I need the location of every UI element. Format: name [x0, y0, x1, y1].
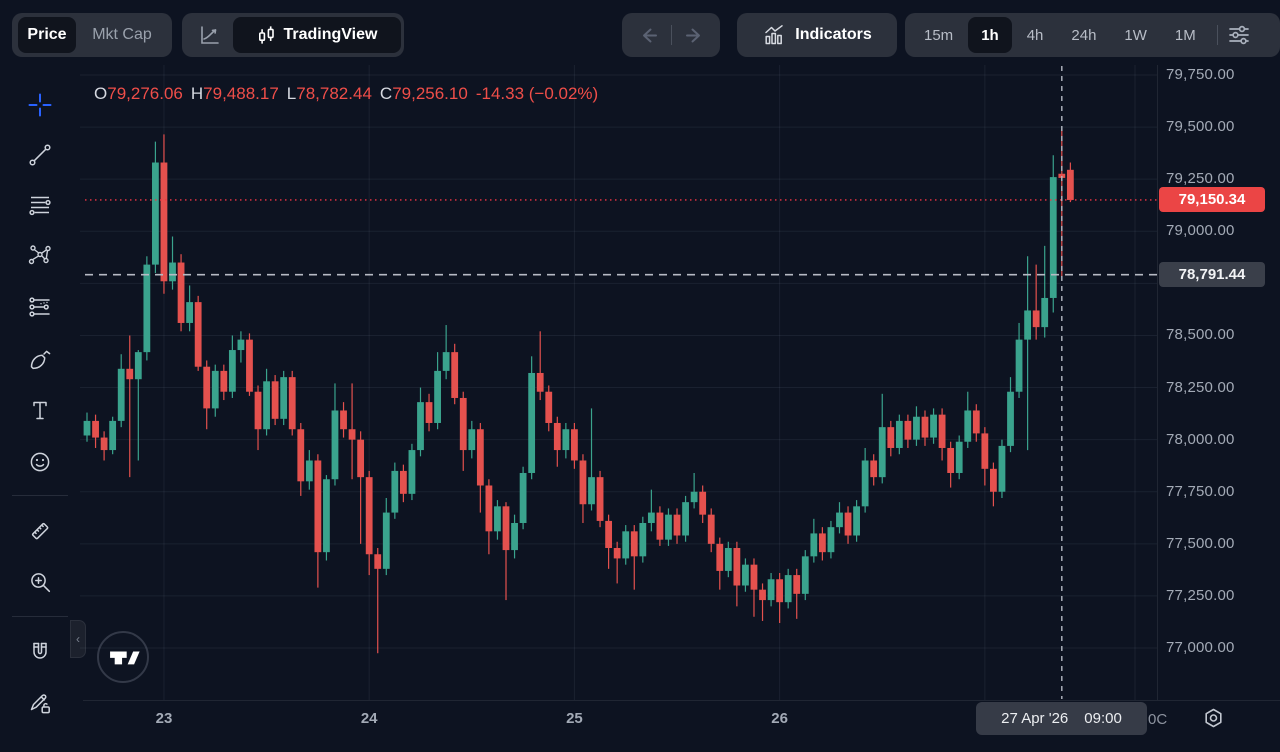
time-tick-label: 24 — [360, 710, 378, 727]
badge-time: 09:00 — [1084, 710, 1122, 727]
tab-price[interactable]: Price — [18, 17, 76, 53]
price-tick-label: 78,000.00 — [1166, 430, 1235, 448]
price-tick-label: 79,250.00 — [1166, 170, 1235, 188]
history-nav — [622, 13, 720, 57]
mktcap-tab-label: Mkt Cap — [92, 26, 152, 43]
timeframe-1M[interactable]: 1M — [1174, 26, 1196, 44]
timeframe-24h[interactable]: 24h — [1071, 26, 1097, 44]
fib-retracement-tool[interactable] — [27, 192, 53, 218]
price-tick-label: 78,500.00 — [1166, 326, 1235, 344]
forward-arrow-button[interactable] — [682, 24, 705, 47]
price-axis-separator — [1157, 65, 1158, 700]
timeframe-divider — [1216, 25, 1218, 45]
chart-source-switcher: TradingView — [182, 13, 404, 57]
low-value: 78,782.44 — [296, 84, 372, 103]
high-label: H — [190, 84, 204, 103]
timeframe-switcher: 15m 1h 4h 24h 1W 1M — [905, 13, 1280, 57]
price-tick-label: 77,750.00 — [1166, 482, 1235, 500]
sidebar-divider — [12, 495, 68, 496]
close-label: C — [379, 84, 393, 103]
drawing-lock-tool[interactable] — [27, 690, 53, 716]
back-arrow-button[interactable] — [638, 24, 661, 47]
line-chart-icon — [197, 23, 221, 47]
price-tick-label: 77,000.00 — [1166, 639, 1235, 657]
time-tick-label: 25 — [566, 710, 583, 727]
text-tool[interactable] — [27, 397, 53, 423]
tab-tradingview[interactable]: TradingView — [233, 17, 401, 53]
magnet-tool[interactable] — [27, 639, 53, 665]
tradingview-logo-icon — [110, 651, 140, 665]
price-mktcap-switcher: Price Mkt Cap — [12, 13, 172, 57]
history-divider — [670, 25, 672, 45]
time-tick-label: 23 — [155, 710, 173, 727]
sidebar-divider — [12, 616, 68, 617]
tradingview-watermark — [97, 631, 149, 683]
low-label: L — [286, 84, 297, 103]
last-price-badge: 79,150.34 — [1159, 187, 1265, 213]
ohlc-legend: O79,276.06 H79,488.17 L78,782.44 C79,256… — [94, 84, 598, 104]
chart-settings-sliders-button[interactable] — [1226, 22, 1252, 48]
clipped-axis-label: 0C — [1148, 711, 1168, 728]
price-tick-label: 79,000.00 — [1166, 222, 1235, 240]
tradingview-tab-label: TradingView — [283, 26, 378, 43]
chevron-left-icon: ‹ — [76, 632, 80, 646]
axis-settings-gear-button[interactable] — [1200, 705, 1227, 732]
crosshair-tool[interactable] — [27, 92, 53, 118]
change-value: -14.33 (−0.02%) — [475, 84, 599, 103]
high-value: 79,488.17 — [203, 84, 279, 103]
candlestick-icon — [257, 25, 276, 46]
price-tick-label: 77,500.00 — [1166, 534, 1235, 552]
open-value: 79,276.06 — [107, 84, 183, 103]
sidebar-collapse-handle[interactable]: ‹ — [70, 620, 86, 658]
trend-line-tool[interactable] — [27, 142, 53, 168]
long-position-tool[interactable] — [27, 294, 53, 320]
timeframe-1h[interactable]: 1h — [968, 17, 1012, 53]
line-chart-toggle[interactable] — [185, 17, 233, 53]
price-tab-label: Price — [27, 26, 67, 43]
time-axis-separator — [83, 700, 1280, 701]
emoji-tool[interactable] — [27, 449, 53, 475]
open-label: O — [94, 84, 108, 103]
timeframe-1W[interactable]: 1W — [1124, 26, 1147, 44]
zoom-in-tool[interactable] — [27, 569, 53, 595]
time-tick-label: 26 — [771, 710, 788, 727]
indicators-label: Indicators — [795, 26, 872, 43]
brush-tool[interactable] — [27, 345, 53, 371]
level-price-badge: 78,791.44 — [1159, 262, 1265, 288]
timeframe-15m[interactable]: 15m — [924, 26, 954, 44]
xabcd-pattern-tool[interactable] — [27, 242, 53, 268]
close-value: 79,256.10 — [392, 84, 468, 103]
indicators-icon — [762, 23, 786, 47]
price-tick-label: 79,500.00 — [1166, 118, 1235, 136]
crosshair-time-badge: 27 Apr '26 09:00 — [976, 702, 1147, 735]
price-tick-label: 77,250.00 — [1166, 586, 1235, 604]
timeframe-4h[interactable]: 4h — [1026, 26, 1044, 44]
ruler-tool[interactable] — [27, 518, 53, 544]
gridlines-layer — [80, 65, 1157, 700]
tab-mkt-cap[interactable]: Mkt Cap — [76, 17, 168, 53]
price-tick-label: 78,250.00 — [1166, 378, 1235, 396]
indicators-button[interactable]: Indicators — [737, 13, 897, 57]
price-tick-label: 79,750.00 — [1166, 66, 1235, 83]
candlesticks-layer — [83, 129, 1074, 654]
badge-date: 27 Apr '26 — [1001, 710, 1069, 727]
